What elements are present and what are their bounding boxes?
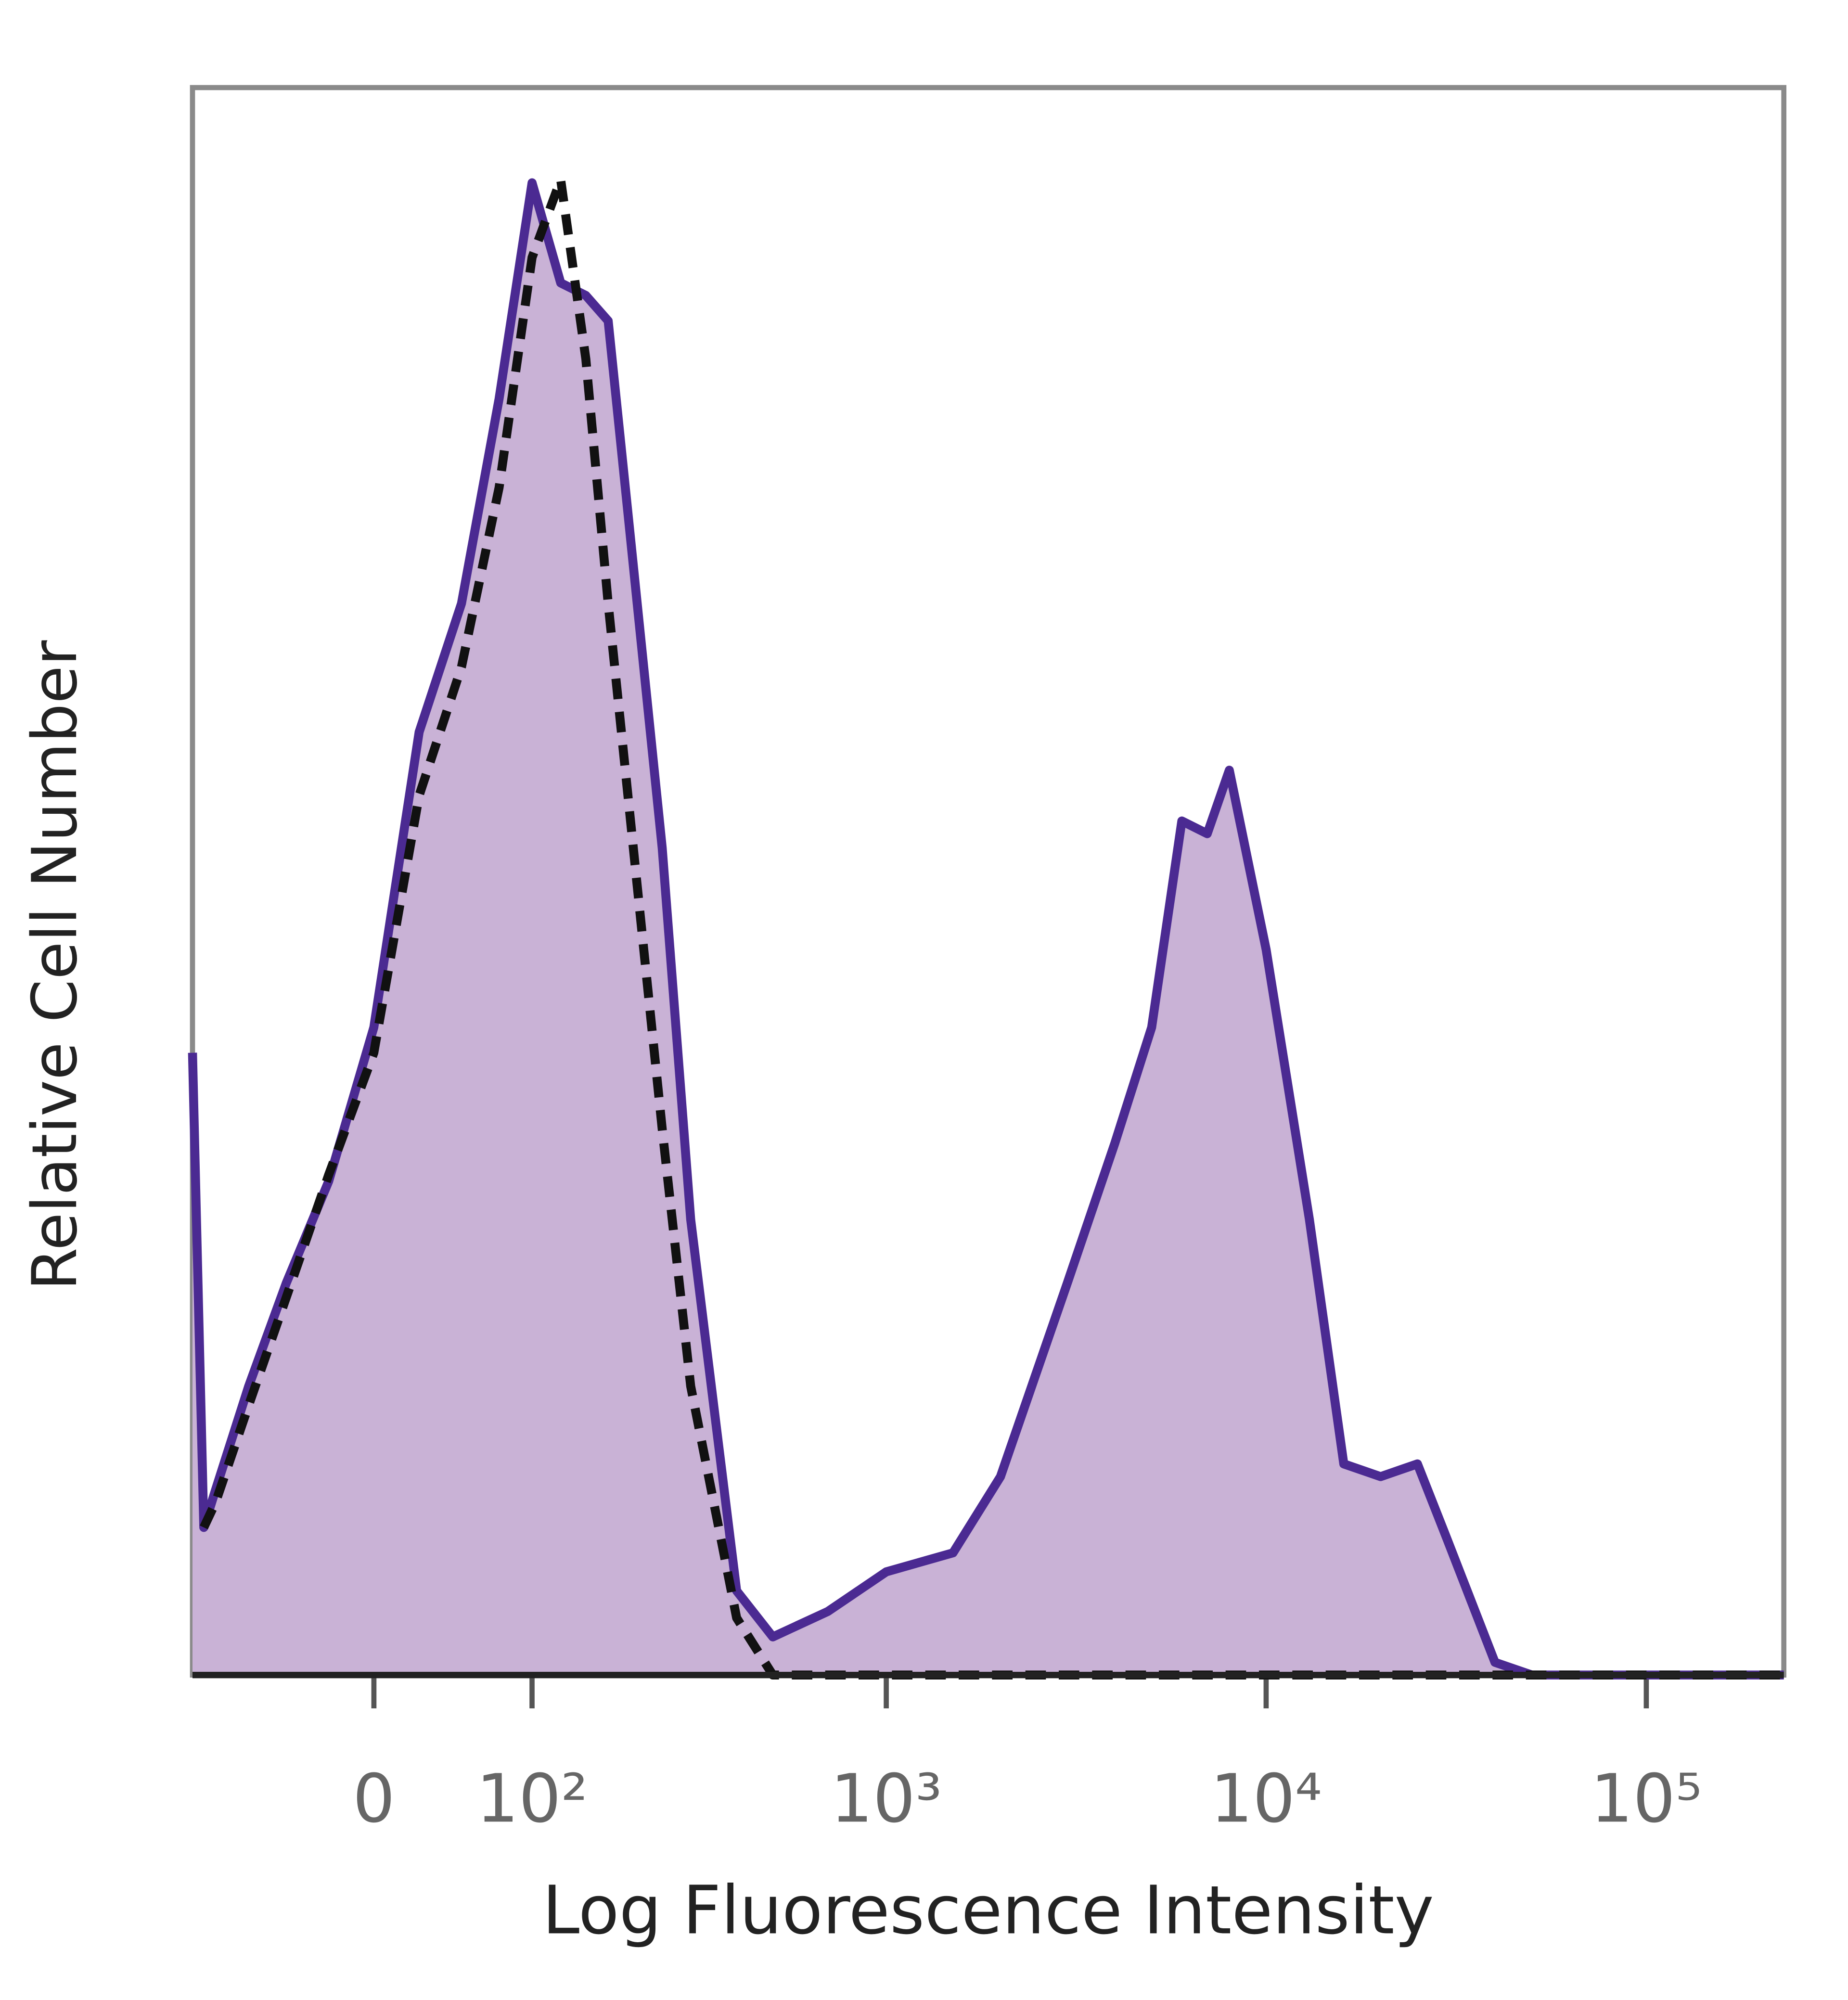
y-axis-label: Relative Cell Number [19, 640, 91, 1290]
histogram-area [192, 182, 1784, 1675]
x-tick-label: 10⁵ [1591, 1759, 1702, 1837]
x-tick-label: 0 [353, 1759, 395, 1837]
histogram-line [188, 178, 1784, 1679]
x-tick-label: 10³ [831, 1759, 942, 1837]
x-tick-label: 10⁴ [1210, 1759, 1322, 1837]
x-axis-label: Log Fluorescence Intensity [542, 1871, 1434, 1949]
x-tick-label: 10² [476, 1759, 588, 1837]
